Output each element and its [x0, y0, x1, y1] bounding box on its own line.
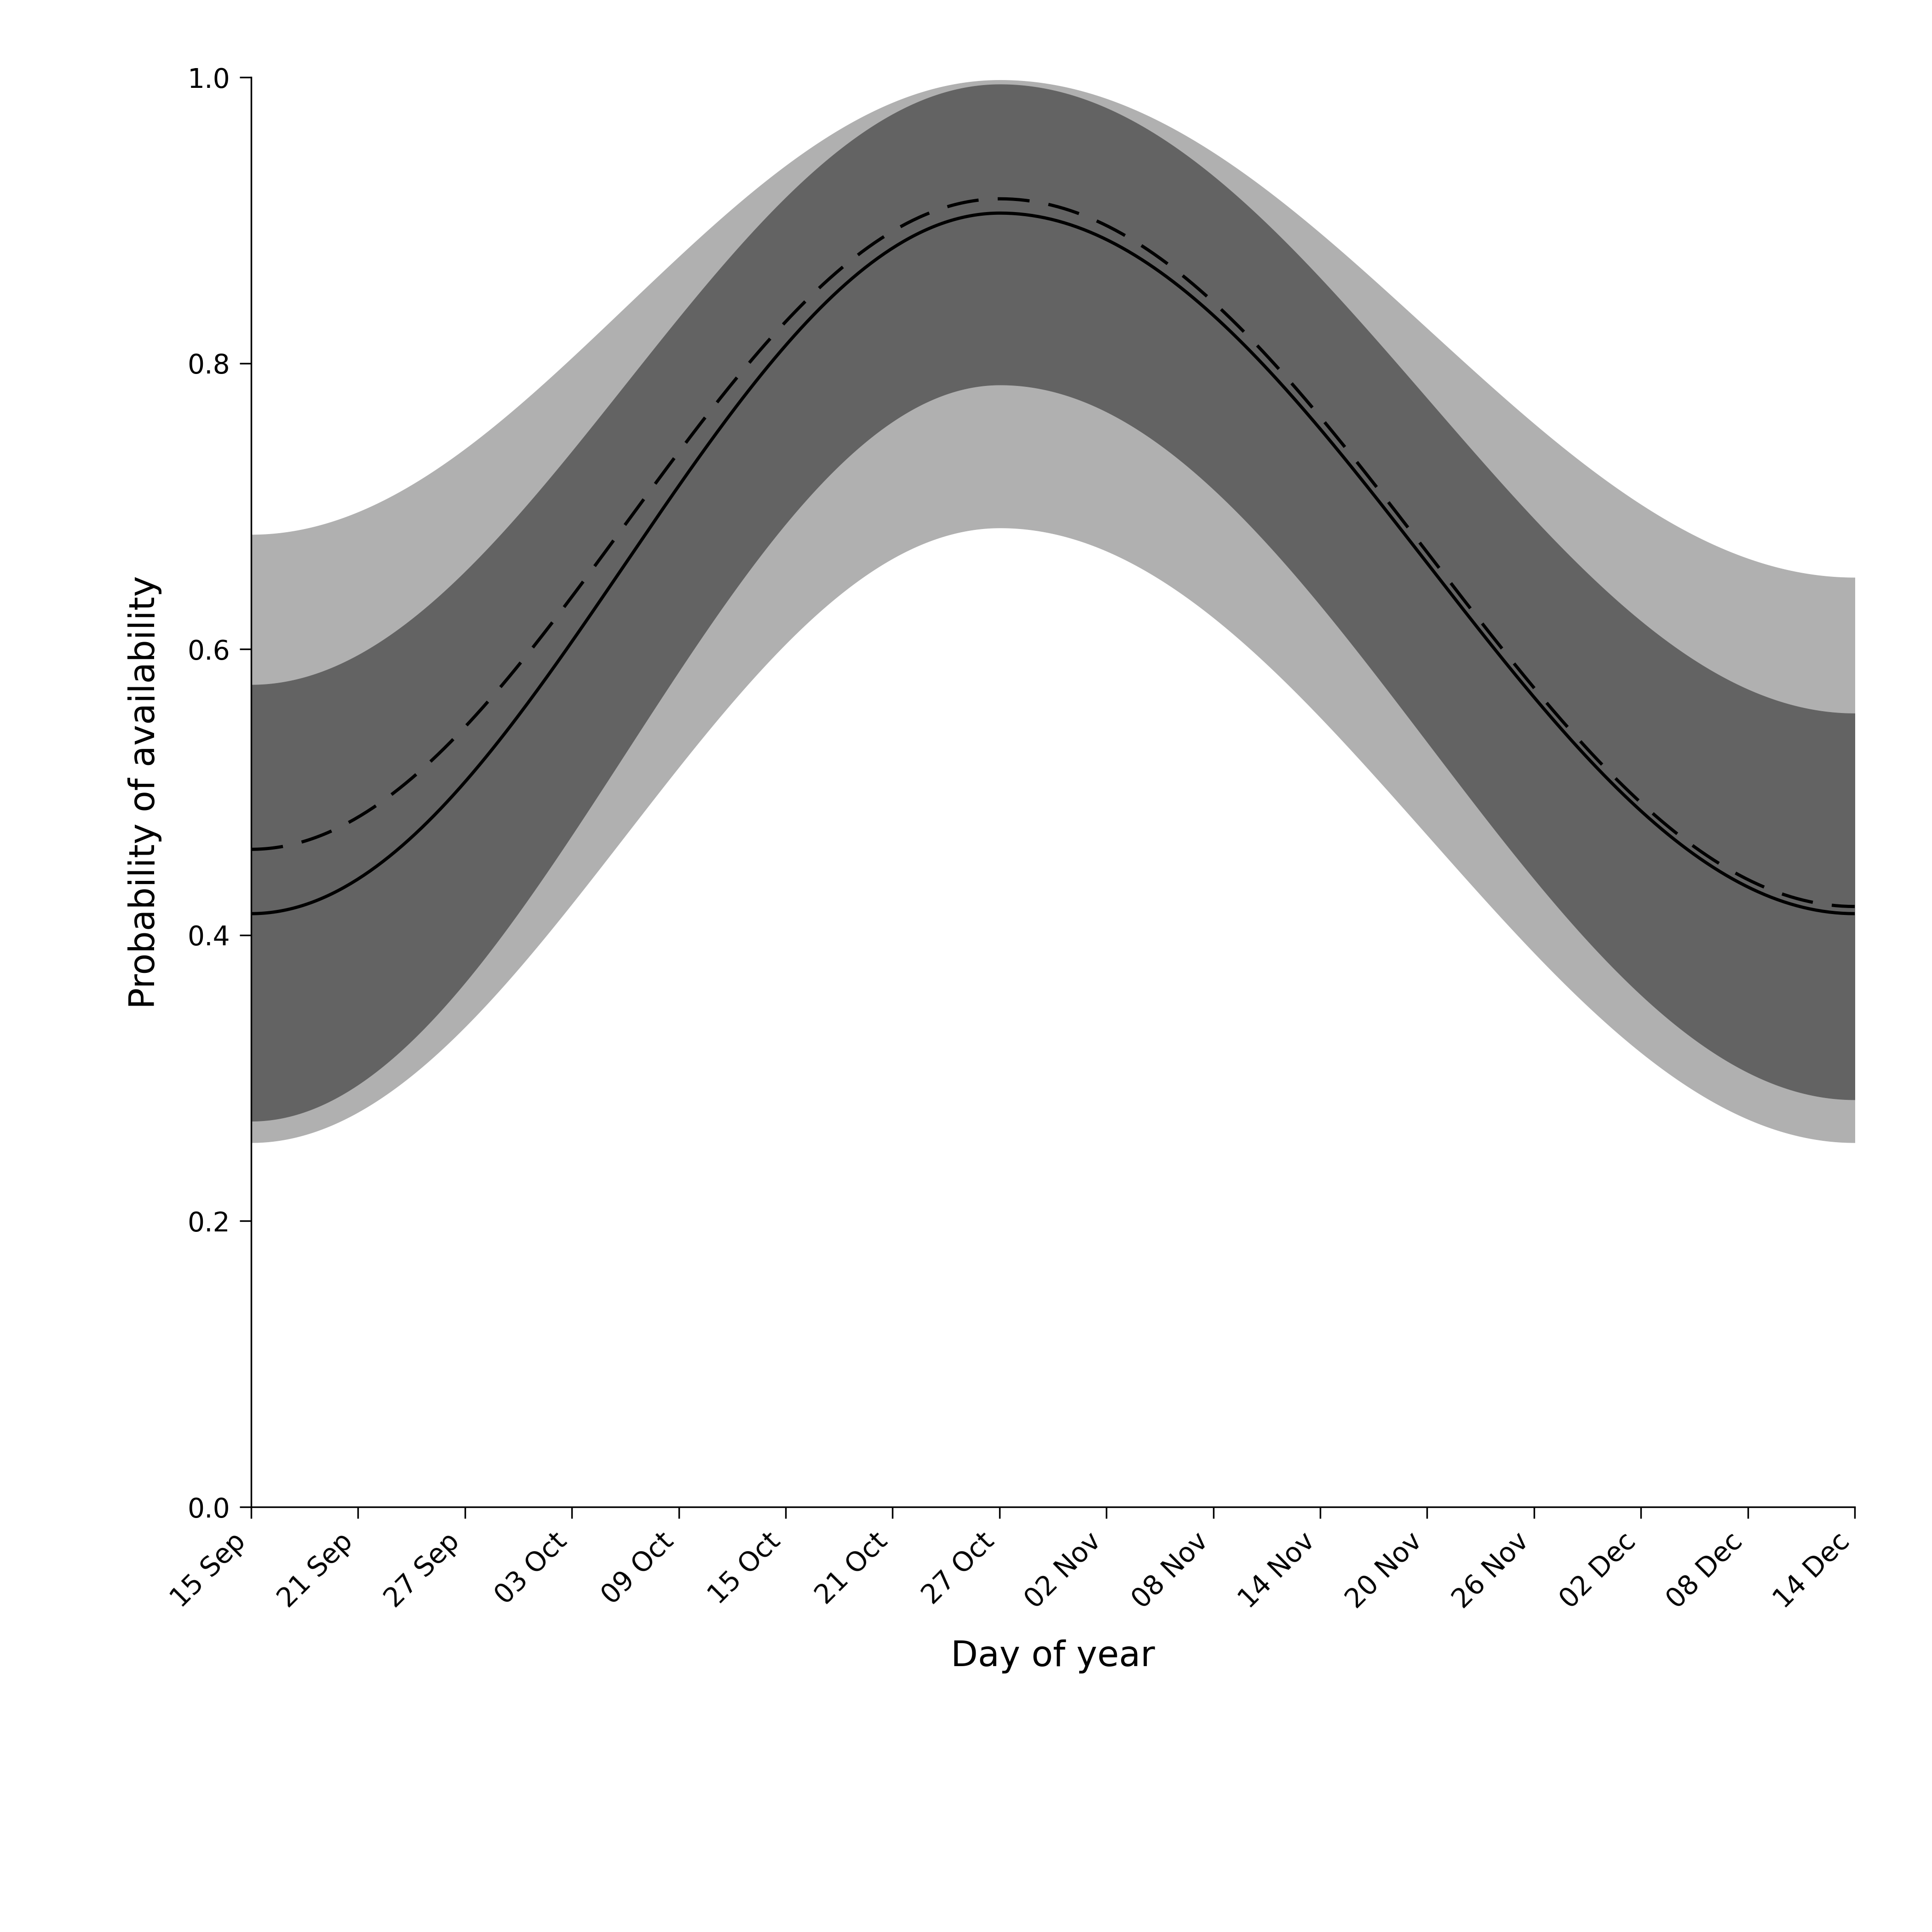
Y-axis label: Probability of availability: Probability of availability [128, 576, 162, 1009]
X-axis label: Day of year: Day of year [951, 1640, 1155, 1673]
